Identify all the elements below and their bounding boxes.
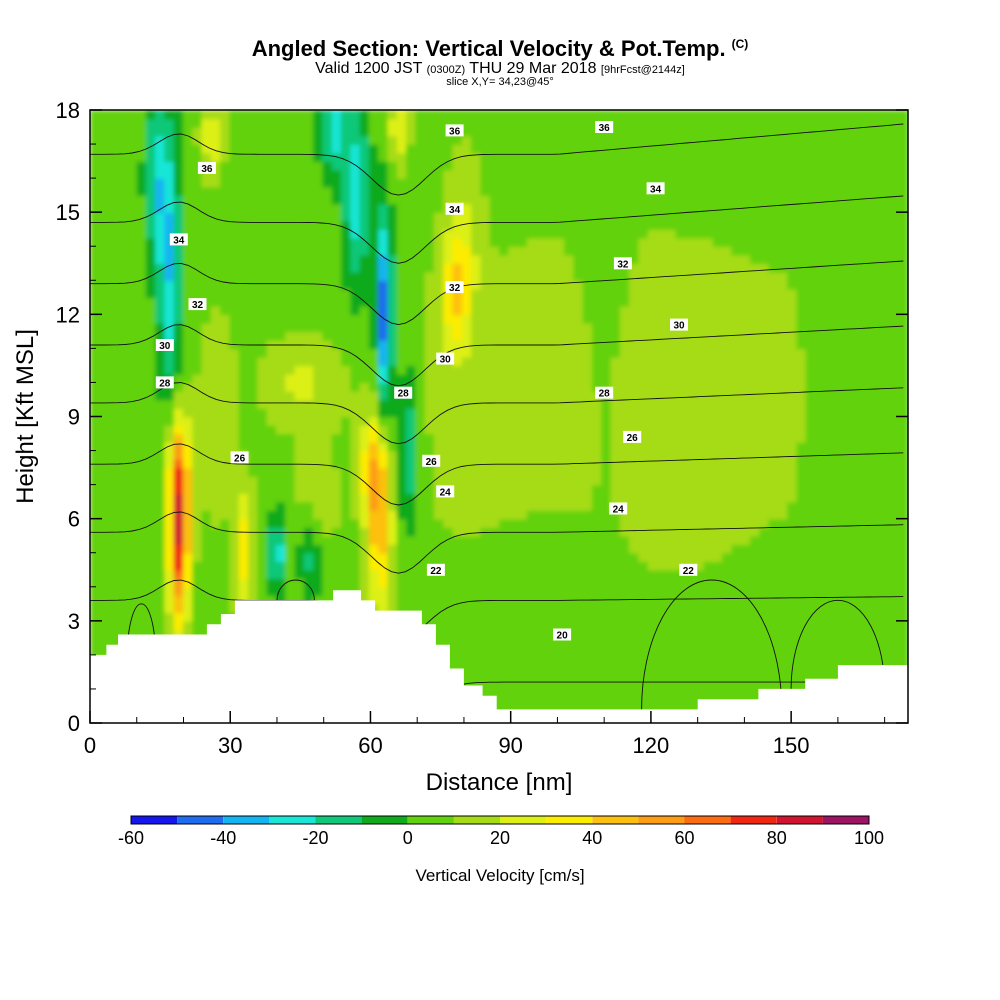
contour-label: 30 (436, 352, 455, 366)
colorbar-segment (638, 816, 685, 824)
colorbar-segment (223, 816, 270, 824)
contour-label: 32 (445, 281, 464, 294)
colorbar-segment (269, 816, 316, 824)
colorbar-segment (546, 816, 593, 824)
theta-contour-28 (90, 382, 904, 445)
contour-label: 32 (613, 257, 632, 270)
y-axis-label: Height [Kft MSL] (12, 329, 39, 504)
y-tick-label: 18 (56, 98, 80, 123)
colorbar-segment (315, 816, 362, 824)
contour-label: 22 (679, 563, 698, 577)
x-tick-label: 150 (773, 733, 810, 758)
colorbar-tick-label: -60 (118, 828, 144, 848)
theta-contour-34 (90, 195, 904, 264)
colorbar-segment (822, 816, 869, 824)
colorbar-segment (592, 816, 639, 824)
terrain (90, 590, 908, 724)
colorbar-tick-label: -20 (302, 828, 328, 848)
colorbar-segment (730, 816, 777, 824)
theta-contour-32 (90, 260, 904, 326)
y-tick-label: 0 (68, 711, 80, 736)
contour-label: 32 (188, 298, 207, 311)
x-tick-label: 60 (358, 733, 382, 758)
colorbar-segment (361, 816, 408, 824)
contour-label: 28 (394, 386, 413, 400)
colorbar-segment (453, 816, 500, 824)
theta-contour-26 (90, 443, 904, 506)
chart-title: Angled Section: Vertical Velocity & Pot.… (251, 36, 749, 61)
contour-label: 24 (609, 502, 628, 516)
x-axis-label: Distance [nm] (426, 769, 573, 796)
colorbar-segment (500, 816, 547, 824)
x-tick-label: 90 (498, 733, 522, 758)
low-level-contour (790, 599, 886, 689)
contour-label: 26 (230, 451, 249, 464)
y-tick-label: 6 (68, 507, 80, 532)
colorbar-tick-label: 60 (674, 828, 694, 848)
theta-contour-24 (90, 511, 904, 574)
contour-label: 30 (155, 339, 174, 352)
colorbar-tick-label: 100 (854, 828, 884, 848)
theta-contour-36 (90, 123, 904, 196)
contour-label: 34 (169, 233, 188, 246)
low-level-contour (276, 579, 315, 601)
x-tick-label: 30 (218, 733, 242, 758)
colorbar-tick-label: 20 (490, 828, 510, 848)
contour-label: 20 (553, 628, 572, 642)
colorbar-tick-label: 0 (403, 828, 413, 848)
contour-label: 36 (197, 161, 216, 175)
y-tick-label: 15 (56, 200, 80, 225)
theta-contour-22 (90, 579, 904, 642)
contour-label: 28 (155, 376, 174, 389)
theta-contour-30 (90, 324, 904, 387)
low-level-contour (126, 603, 156, 655)
y-tick-label: 12 (56, 302, 80, 327)
x-tick-label: 0 (84, 733, 96, 758)
colorbar-segment (131, 816, 178, 824)
colorbar-tick-label: 80 (767, 828, 787, 848)
contour-label: 36 (445, 124, 464, 137)
contour-label: 34 (445, 202, 464, 216)
x-tick-label: 120 (633, 733, 670, 758)
slice-label: slice X,Y= 34,23@45° (446, 76, 554, 88)
y-tick-label: 3 (68, 609, 80, 634)
colorbar-tick-label: 40 (582, 828, 602, 848)
contour-label: 28 (595, 386, 614, 400)
colorbar-segment (684, 816, 731, 824)
colorbar: -60 -40 -20 0 20 40 60 80 100 Vertical Velocity [… (118, 815, 884, 885)
colorbar-segment (776, 816, 823, 824)
contour-label: 22 (426, 563, 445, 577)
contour-label: 34 (646, 182, 665, 195)
contour-label: 24 (436, 485, 455, 498)
colorbar-segment (407, 816, 454, 824)
contour-label: 26 (623, 430, 642, 444)
low-level-contour (641, 579, 783, 710)
colorbar-label: Vertical Velocity [cm/s] (415, 866, 584, 885)
colorbar-tick-label: -40 (210, 828, 236, 848)
colorbar-segment (177, 816, 224, 824)
theta-contours: 36 34 32 30 28 26 36 34 32 30 28 26 24 22 20 36 34 32 30 28… (90, 121, 904, 723)
chart-subtitle: Valid 1200 JST (0300Z) THU 29 Mar 2018 [… (315, 60, 685, 77)
terrain-mask (90, 590, 908, 724)
y-tick-label: 9 (68, 405, 80, 430)
contour-label: 36 (595, 121, 614, 134)
contour-label: 26 (422, 454, 441, 468)
contour-label: 30 (670, 318, 688, 332)
